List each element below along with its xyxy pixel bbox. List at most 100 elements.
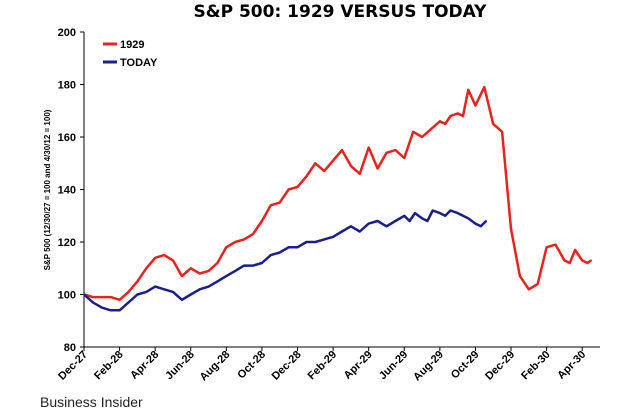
data-point xyxy=(269,204,272,207)
data-point xyxy=(332,159,334,162)
data-point xyxy=(109,309,112,312)
data-point xyxy=(449,209,452,212)
x-tick-label: Jun-29 xyxy=(377,349,411,383)
series-lines xyxy=(83,85,592,312)
data-point xyxy=(118,309,121,312)
data-point xyxy=(590,259,592,262)
data-point xyxy=(216,262,219,264)
series-today xyxy=(83,209,487,312)
data-point xyxy=(426,220,429,222)
data-point xyxy=(234,241,237,243)
data-point xyxy=(145,267,148,270)
x-tick-label: Feb-28 xyxy=(92,349,126,383)
data-point xyxy=(385,225,388,228)
data-point xyxy=(519,275,521,277)
data-point xyxy=(430,128,432,131)
data-point xyxy=(207,270,210,272)
data-point xyxy=(305,241,308,243)
data-point xyxy=(414,212,416,215)
data-point xyxy=(358,230,361,233)
data-point xyxy=(323,238,326,241)
data-point xyxy=(483,86,486,88)
data-point xyxy=(198,288,201,291)
data-point xyxy=(278,251,281,254)
legend: 1929 TODAY xyxy=(103,39,158,69)
data-point xyxy=(408,220,411,222)
data-point xyxy=(136,280,139,283)
data-point xyxy=(467,217,470,220)
y-tick-label: 120 xyxy=(58,237,76,249)
y-tick-label: 200 xyxy=(58,27,76,39)
x-tick-label: Dec-29 xyxy=(483,349,517,383)
data-point xyxy=(136,293,139,296)
data-point xyxy=(109,296,112,298)
data-point xyxy=(536,283,539,285)
data-point xyxy=(586,262,589,264)
data-point xyxy=(358,172,361,175)
data-point xyxy=(296,186,299,188)
data-point xyxy=(145,291,148,293)
data-point xyxy=(172,291,174,293)
data-point xyxy=(100,306,103,309)
data-point xyxy=(574,249,576,251)
data-point xyxy=(403,214,406,217)
x-tick-label: Feb-29 xyxy=(306,349,340,383)
data-point xyxy=(163,254,166,256)
data-point xyxy=(314,162,317,165)
data-point xyxy=(341,230,343,233)
data-point xyxy=(225,246,228,249)
data-point xyxy=(467,88,470,91)
data-point xyxy=(261,262,263,264)
data-point xyxy=(92,301,94,304)
data-point xyxy=(234,270,237,272)
data-point xyxy=(412,130,415,133)
data-point xyxy=(545,246,548,249)
data-point xyxy=(444,123,447,125)
data-point xyxy=(100,296,103,298)
data-point xyxy=(568,262,571,264)
series-line-today xyxy=(83,209,487,312)
data-point xyxy=(252,233,254,236)
x-tick-labels: Dec-27 Feb-28 Apr-28 Jun-28 Aug-28 Oct-28 Dec-… xyxy=(56,349,588,384)
data-point xyxy=(189,293,192,296)
x-tick-label: Aug-29 xyxy=(411,349,446,384)
data-point xyxy=(189,267,192,270)
y-tick-label: 140 xyxy=(58,185,76,197)
data-point xyxy=(527,288,530,291)
data-point xyxy=(474,222,477,225)
data-point xyxy=(554,243,557,246)
data-point xyxy=(474,104,477,107)
data-point xyxy=(367,222,370,225)
data-point xyxy=(278,201,281,204)
data-point xyxy=(181,298,183,301)
x-tick-label: Apr-30 xyxy=(555,349,588,382)
data-point xyxy=(431,209,434,212)
data-point xyxy=(332,235,334,238)
data-point xyxy=(449,115,452,117)
data-point xyxy=(462,115,464,117)
y-axis-label: S&P 500 (12/30/27 = 100 and 4/30/12 = 10… xyxy=(43,109,52,270)
data-point xyxy=(261,220,263,222)
data-point xyxy=(207,285,210,288)
data-point xyxy=(118,298,121,301)
data-point xyxy=(563,259,566,262)
data-point xyxy=(225,275,228,277)
data-point xyxy=(323,170,326,173)
x-tick-label: Feb-30 xyxy=(519,349,553,383)
data-point xyxy=(376,220,379,222)
chart-title: S&P 500: 1929 VERSUS TODAY xyxy=(194,2,488,22)
data-point xyxy=(127,291,130,293)
data-point xyxy=(510,228,512,230)
data-point xyxy=(287,188,290,191)
x-tick-label: Dec-28 xyxy=(270,349,304,383)
x-tick-label: Oct-29 xyxy=(449,349,482,382)
legend-label-1929: 1929 xyxy=(120,39,144,51)
data-point xyxy=(198,272,201,275)
y-tick-label: 180 xyxy=(58,80,76,92)
source-credit: Business Insider xyxy=(40,394,143,410)
y-tick-labels: 80 100 120 140 160 180 200 xyxy=(58,27,76,354)
data-point xyxy=(127,301,130,304)
y-tick-label: 160 xyxy=(58,132,76,144)
data-point xyxy=(501,130,503,133)
